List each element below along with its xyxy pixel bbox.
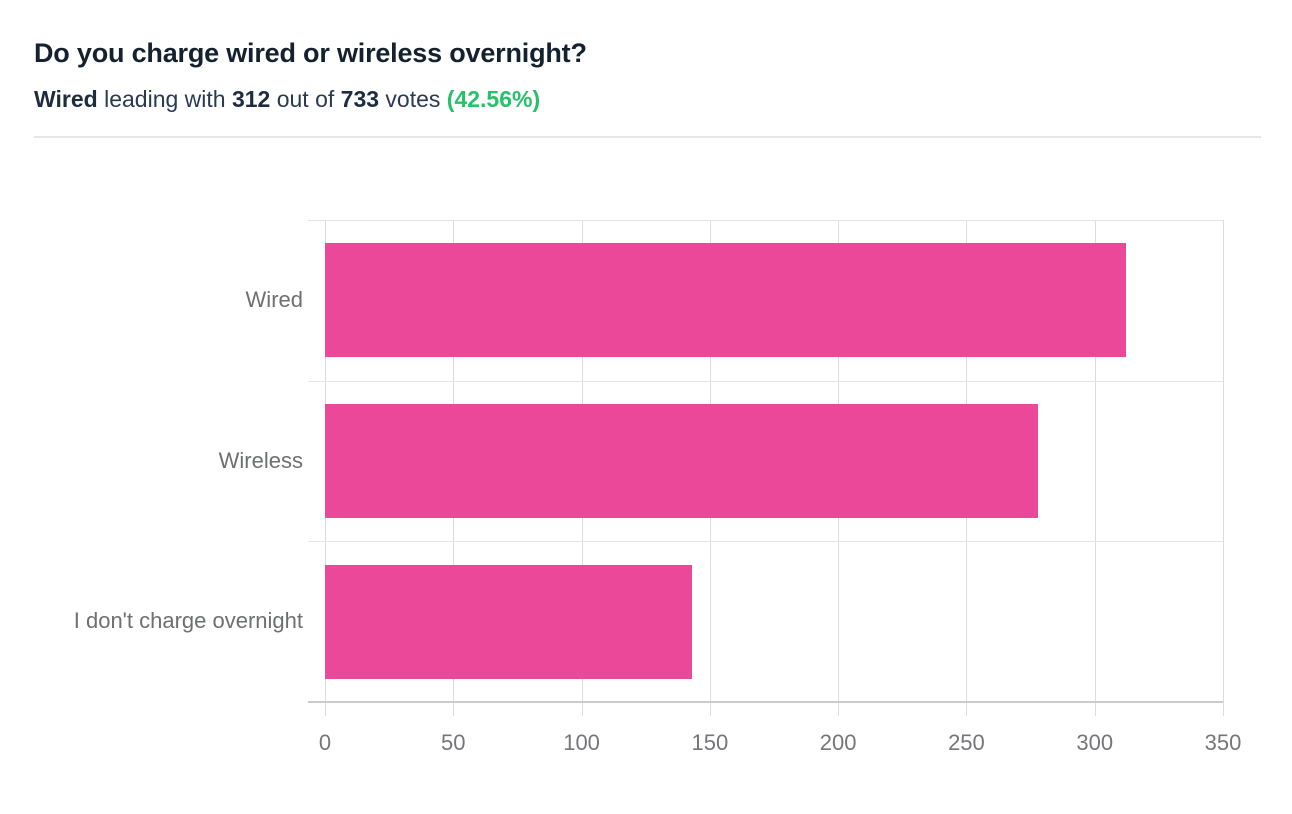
leading-option-name: Wired <box>34 86 98 112</box>
x-tick-label: 250 <box>948 730 985 755</box>
subtitle-text-2: out of <box>270 86 341 112</box>
x-gridline <box>1223 220 1224 716</box>
bar <box>325 564 692 679</box>
x-tick-label: 0 <box>318 730 332 755</box>
poll-subtitle: Wired leading with 312 out of 733 votes … <box>34 86 540 113</box>
x-tick-label: 200 <box>819 730 857 755</box>
total-votes: 733 <box>340 86 380 112</box>
divider <box>34 136 1261 138</box>
x-tick-label: 150 <box>691 730 729 755</box>
category-label: I don't charge overnight <box>73 608 303 634</box>
subtitle-text-1: leading with <box>97 86 232 112</box>
bar <box>325 243 1126 358</box>
x-tick-label: 300 <box>1076 730 1114 755</box>
x-gridline <box>1094 220 1096 716</box>
x-tick-label: 100 <box>563 730 600 755</box>
category-separator <box>308 541 1223 543</box>
category-label: Wired <box>245 287 303 312</box>
bar <box>325 404 1039 518</box>
category-label: Wireless <box>218 447 303 473</box>
plot-top-border <box>308 220 1223 221</box>
poll-title: Do you charge wired or wireless overnigh… <box>34 38 587 68</box>
leading-votes: 312 <box>231 86 271 112</box>
subtitle-text-3: votes <box>379 86 447 112</box>
x-tick-label: 50 <box>441 730 466 755</box>
x-tick-label: 350 <box>1204 730 1242 755</box>
category-separator <box>308 380 1223 382</box>
leading-percent: (42.56%) <box>446 86 541 112</box>
x-axis-line <box>308 701 1223 703</box>
